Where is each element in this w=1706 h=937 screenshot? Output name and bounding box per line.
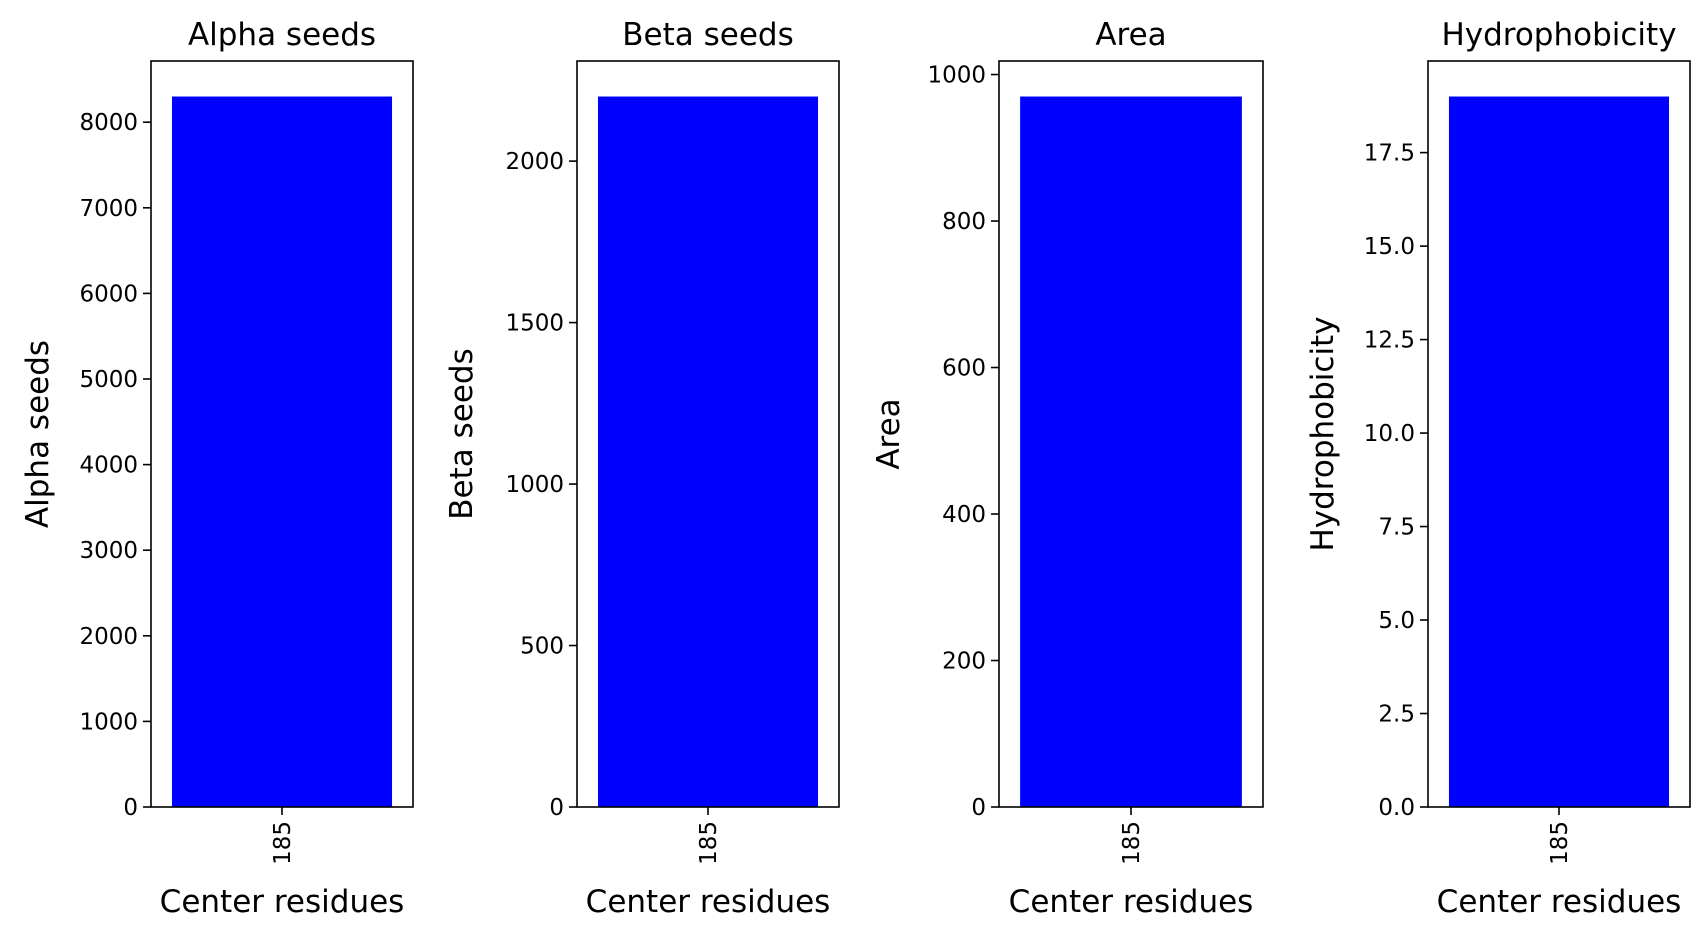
ytick-label-1-9: 8000 bbox=[79, 110, 138, 136]
chart-title-1: Alpha seeds bbox=[188, 17, 376, 53]
ytick-label-2-2: 500 bbox=[520, 634, 564, 660]
ytick-label-4-1: 0.0 bbox=[1378, 795, 1415, 821]
bar-3-1 bbox=[1020, 96, 1242, 808]
y-axis-label-2: Beta seeds bbox=[444, 348, 480, 519]
ytick-label-4-5: 10.0 bbox=[1364, 421, 1415, 447]
ytick-label-2-1: 0 bbox=[549, 795, 564, 821]
ytick-label-1-5: 4000 bbox=[79, 453, 138, 479]
x-axis-label-4: Center residues bbox=[1437, 884, 1682, 920]
xtick-label-3-1: 185 bbox=[1119, 821, 1145, 865]
chart-title-4: Hydrophobicity bbox=[1441, 17, 1676, 53]
ytick-label-1-2: 1000 bbox=[79, 709, 138, 735]
bar-1-1 bbox=[171, 96, 393, 808]
ytick-label-1-3: 2000 bbox=[79, 624, 138, 650]
ytick-label-4-2: 2.5 bbox=[1378, 702, 1415, 728]
ytick-label-4-6: 12.5 bbox=[1364, 328, 1415, 354]
ytick-label-1-6: 5000 bbox=[79, 367, 138, 393]
ytick-label-2-4: 1500 bbox=[505, 311, 564, 337]
y-axis-label-3: Area bbox=[871, 398, 907, 469]
x-axis-label-1: Center residues bbox=[160, 884, 405, 920]
ytick-label-4-4: 7.5 bbox=[1378, 515, 1415, 541]
ytick-label-3-2: 200 bbox=[942, 649, 986, 675]
ytick-label-3-4: 600 bbox=[942, 356, 986, 382]
x-axis-label-2: Center residues bbox=[586, 884, 831, 920]
bar-2-1 bbox=[597, 96, 819, 808]
ytick-label-2-5: 2000 bbox=[505, 149, 564, 175]
xtick-label-2-1: 185 bbox=[696, 821, 722, 865]
chart-title-3: Area bbox=[1095, 17, 1166, 53]
y-axis-label-4: Hydrophobicity bbox=[1305, 316, 1341, 551]
bar-4-1 bbox=[1448, 96, 1670, 808]
ytick-label-4-3: 5.0 bbox=[1378, 608, 1415, 634]
ytick-label-1-7: 6000 bbox=[79, 281, 138, 307]
ytick-label-2-3: 1000 bbox=[505, 472, 564, 498]
ytick-label-3-6: 1000 bbox=[927, 63, 986, 89]
x-axis-label-3: Center residues bbox=[1009, 884, 1254, 920]
ytick-label-1-8: 7000 bbox=[79, 196, 138, 222]
ytick-label-4-8: 17.5 bbox=[1364, 141, 1415, 167]
ytick-label-4-7: 15.0 bbox=[1364, 234, 1415, 260]
ytick-label-1-4: 3000 bbox=[79, 538, 138, 564]
ytick-label-3-5: 800 bbox=[942, 209, 986, 235]
ytick-label-3-3: 400 bbox=[942, 502, 986, 528]
xtick-label-1-1: 185 bbox=[270, 821, 296, 865]
y-axis-label-1: Alpha seeds bbox=[20, 340, 56, 528]
xtick-label-4-1: 185 bbox=[1547, 821, 1573, 865]
chart-title-2: Beta seeds bbox=[622, 17, 793, 53]
ytick-label-1-1: 0 bbox=[123, 795, 138, 821]
ytick-label-3-1: 0 bbox=[971, 795, 986, 821]
